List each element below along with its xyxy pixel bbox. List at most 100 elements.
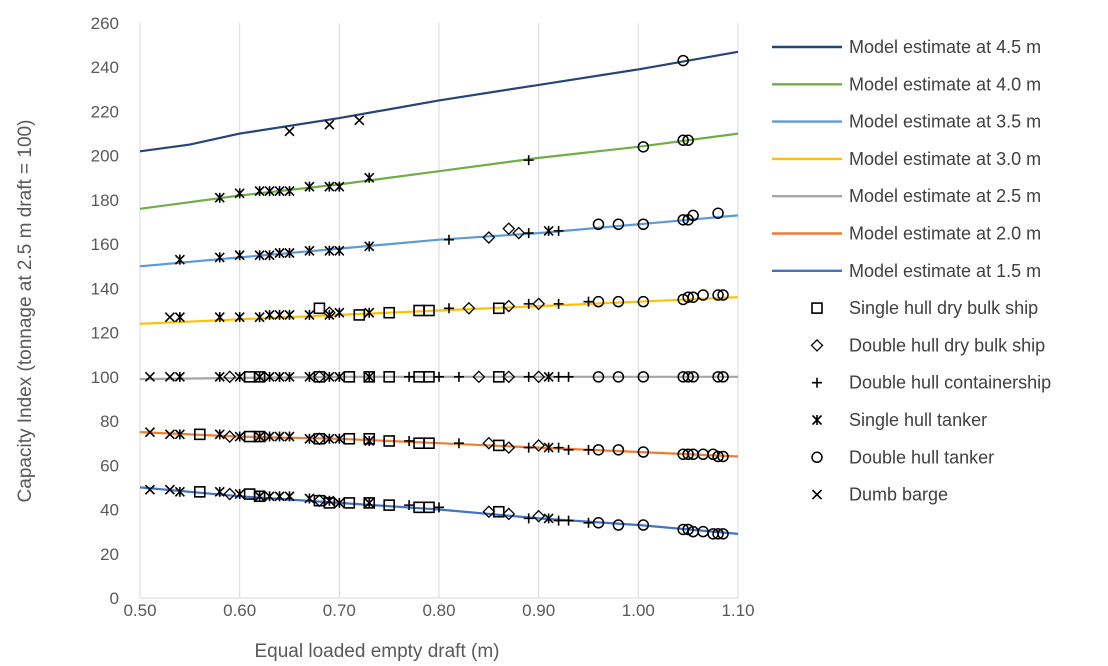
data-point	[687, 209, 699, 222]
series-line	[139, 50, 739, 153]
data-point	[563, 515, 574, 526]
data-point	[234, 312, 245, 323]
legend-label: Model estimate at 1.5 m	[849, 261, 1041, 281]
data-point	[717, 289, 729, 301]
data-point	[482, 231, 496, 244]
data-point	[284, 309, 295, 320]
data-point	[553, 515, 564, 526]
data-point	[334, 307, 345, 318]
data-point	[364, 241, 375, 252]
y-tick-label: 220	[91, 102, 119, 121]
data-point	[194, 428, 206, 441]
data-point	[274, 186, 285, 197]
legend-label: Double hull dry bulk ship	[849, 335, 1045, 355]
legend-label: Single hull dry bulk ship	[849, 298, 1038, 318]
legend: Model estimate at 4.5 m Model estimate at…	[772, 37, 1051, 505]
data-point	[214, 486, 225, 497]
data-point	[164, 371, 175, 382]
data-point	[553, 298, 564, 309]
data-point	[304, 493, 315, 504]
data-point	[712, 450, 724, 463]
data-point	[563, 444, 574, 455]
data-point	[264, 186, 275, 197]
data-point	[492, 302, 505, 315]
data-point	[443, 234, 454, 245]
data-point	[234, 250, 245, 261]
data-point	[334, 497, 345, 508]
data-point	[214, 192, 225, 203]
data-point	[174, 429, 185, 440]
data-point	[284, 491, 295, 502]
data-point	[637, 519, 650, 531]
data-point	[612, 371, 625, 383]
data-point	[174, 312, 185, 323]
data-point	[502, 222, 516, 236]
legend-label: Double hull tanker	[849, 447, 994, 467]
data-point	[214, 252, 225, 263]
y-tick-label: 0	[110, 589, 119, 608]
data-point	[324, 433, 335, 444]
data-point	[324, 181, 335, 192]
legend-label: Model estimate at 3.0 m	[849, 149, 1041, 169]
data-point	[334, 245, 345, 256]
legend-label: Model estimate at 2.0 m	[849, 224, 1041, 244]
data-point	[334, 181, 345, 192]
x-tick-label: 0.50	[123, 601, 156, 620]
data-point	[284, 186, 295, 197]
data-point	[334, 433, 345, 444]
data-point	[543, 513, 554, 524]
data-point	[677, 134, 689, 146]
data-point	[304, 245, 315, 256]
data-point	[324, 245, 335, 256]
y-tick-labels: 0 20 40 60 80 100 120 140 160 180 200 220 240 260	[91, 14, 119, 608]
data-point	[214, 312, 225, 323]
legend-label: Model estimate at 4.0 m	[849, 74, 1041, 94]
data-point	[164, 429, 175, 440]
data-point	[223, 487, 237, 501]
data-point	[144, 427, 156, 438]
data-point	[612, 218, 625, 230]
y-tick-label: 240	[91, 58, 119, 77]
data-point	[334, 371, 345, 382]
data-point	[284, 126, 295, 137]
legend-label: Double hull containership	[849, 373, 1051, 393]
data-point	[274, 431, 285, 442]
data-point	[612, 519, 625, 531]
data-point	[717, 371, 729, 383]
data-point	[324, 371, 335, 382]
data-point	[453, 371, 464, 382]
legend-marker-swatch	[812, 377, 822, 388]
data-point	[523, 513, 534, 524]
scatter-markers	[144, 54, 729, 540]
data-point	[194, 486, 206, 498]
data-point	[274, 371, 285, 382]
y-tick-label: 140	[91, 279, 119, 298]
data-point	[313, 302, 326, 315]
data-point	[462, 301, 476, 315]
data-point	[563, 371, 574, 382]
data-point	[364, 172, 375, 183]
data-point	[532, 297, 546, 311]
x-tick-label: 1.00	[622, 601, 655, 620]
data-point	[682, 371, 694, 383]
data-point	[404, 435, 415, 446]
data-point	[364, 371, 375, 382]
legend-label: Model estimate at 3.5 m	[849, 112, 1041, 132]
data-point	[697, 289, 709, 301]
data-point	[164, 484, 175, 495]
data-point	[553, 442, 564, 453]
data-point	[264, 431, 275, 442]
data-point	[254, 250, 265, 261]
data-point	[682, 134, 694, 146]
data-point	[343, 497, 356, 509]
legend-marker-swatch	[811, 489, 823, 500]
data-point	[234, 188, 245, 199]
x-tick-label: 0.70	[323, 601, 356, 620]
data-point	[583, 517, 594, 528]
data-point	[523, 442, 534, 453]
data-point	[284, 371, 295, 382]
data-point	[532, 370, 546, 384]
data-point	[324, 309, 335, 320]
data-point	[284, 431, 295, 442]
data-point	[523, 155, 534, 166]
